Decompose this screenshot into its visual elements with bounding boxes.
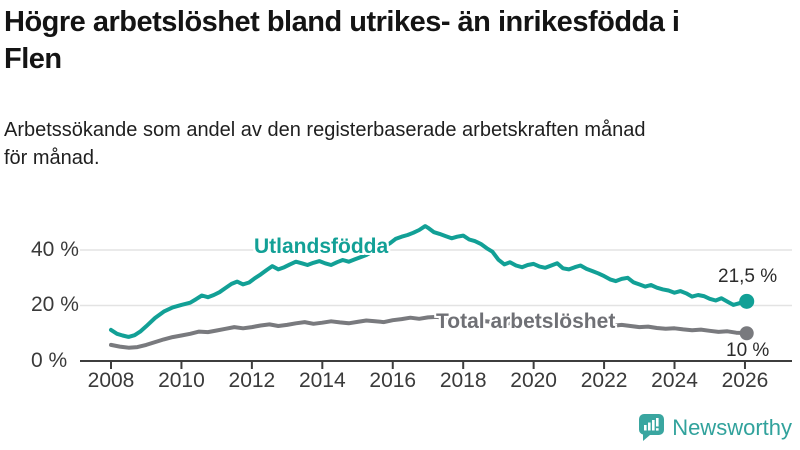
x-axis-tick-2020: 2020: [510, 369, 557, 392]
x-axis-tick-2008: 2008: [87, 369, 135, 392]
end-dot-series-1: [739, 326, 754, 341]
x-axis-tick-2018: 2018: [439, 369, 487, 392]
brand-name: Newsworthy: [672, 414, 792, 440]
end-value-label-utlandsfodda: 21,5 %: [718, 266, 778, 287]
subtitle-line-1: Arbetssökande som andel av den registerb…: [4, 119, 646, 141]
y-axis-tick-40: 40 %: [31, 238, 79, 261]
speech-bubble-bar-chart-icon: [639, 414, 665, 441]
series-label-total: Total arbetslöshet: [436, 310, 616, 333]
x-axis-tick-2014: 2014: [298, 369, 346, 392]
y-axis-tick-20: 20 %: [31, 293, 79, 316]
line-series-0: [109, 224, 749, 339]
end-dot-series-0: [739, 293, 755, 309]
end-value-label-total: 10 %: [726, 340, 770, 361]
x-axis-tick-2016: 2016: [369, 369, 417, 392]
subtitle-line-2: för månad.: [4, 147, 100, 169]
y-axis-tick-0: 0 %: [31, 349, 68, 372]
series-label-utlandsfodda: Utlandsfödda: [254, 235, 389, 258]
x-axis-tick-2010: 2010: [158, 369, 205, 392]
x-axis-tick-2012: 2012: [228, 369, 276, 392]
newsworthy-logo: Newsworthy: [639, 414, 792, 441]
line-series-1: [109, 314, 749, 350]
chart-subtitle: Arbetssökande som andel av den registerb…: [4, 116, 784, 172]
page-title: Högre arbetslöshet bland utrikes- än inr…: [4, 4, 796, 78]
x-axis-tick-2026: 2026: [721, 369, 769, 392]
x-axis-tick-2022: 2022: [580, 369, 628, 392]
title-line-2: Flen: [4, 43, 62, 75]
x-axis-tick-2024: 2024: [651, 369, 698, 392]
title-line-1: Högre arbetslöshet bland utrikes- än inr…: [4, 6, 680, 38]
